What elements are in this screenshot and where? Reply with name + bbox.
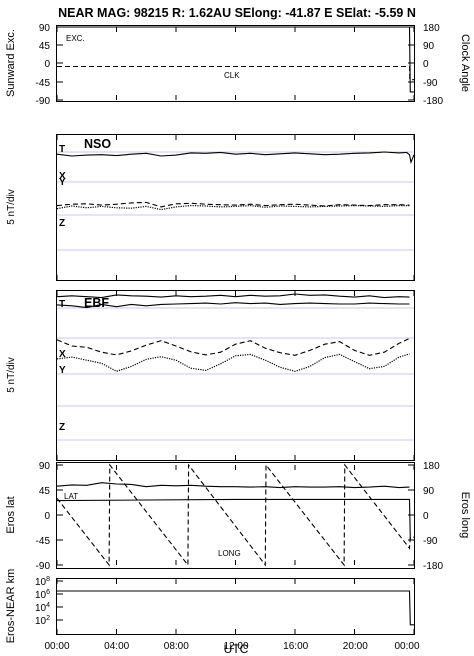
sunward-ytick-left: 90: [39, 23, 51, 34]
xtick-label: 08:00: [164, 641, 189, 652]
sunward-ticks: [57, 26, 414, 101]
distance-ticks: [57, 580, 63, 621]
nso-trace-label-y: Y: [59, 177, 66, 188]
xtick-label: 16:00: [283, 641, 308, 652]
eros-ylabel-right: Eros long: [459, 492, 471, 538]
distance-ytick: 106: [35, 589, 50, 601]
sunward-ytick-left: 45: [39, 41, 51, 52]
clk-annotation: CLK: [224, 71, 240, 80]
figure-title: NEAR MAG: 98215 R: 1.62AU SElong: -41.87…: [58, 6, 416, 20]
nso-series-x: [56, 201, 410, 208]
ebf-trace-label-x: X: [59, 349, 66, 360]
distance-ytick: 108: [35, 576, 50, 588]
series-layer: [56, 26, 415, 626]
eros-ytick-right: 0: [423, 511, 429, 522]
ebf-series-t: [56, 302, 410, 309]
nso-ylabel: 5 nT/div: [6, 189, 17, 225]
distance-ytick-exponent: 2: [46, 615, 50, 622]
ebf-trace-label-t: T: [59, 299, 65, 310]
xtick-label: 20:00: [343, 641, 368, 652]
distance-ylabel: Eros-NEAR km: [5, 569, 17, 644]
nso-trace-label-z: Z: [59, 218, 65, 229]
ebf-panel-frame: [56, 290, 415, 461]
sunward-ytick-left: 0: [44, 59, 50, 70]
sunward-series-exc.: [57, 26, 414, 93]
lat-annotation: LAT: [64, 492, 78, 501]
ebf-series-y: [56, 353, 410, 372]
sunward-ylabel-right: Clock Angle: [459, 34, 471, 92]
distance-ytick: 102: [35, 615, 50, 627]
eros-ytick-right: -180: [423, 561, 443, 572]
ebf-trace-label-z: Z: [59, 422, 65, 433]
sunward-ytick-left: -45: [36, 78, 51, 89]
sunward-ytick-right: 0: [423, 59, 429, 70]
ebf-trace-label-y: Y: [59, 365, 66, 376]
nso-series-y: [56, 204, 410, 211]
eros-ytick-left: -90: [36, 561, 51, 572]
panel-gridlines: [57, 151, 414, 441]
xtick-label: 00:00: [394, 641, 419, 652]
distance-ytick-exponent: 8: [46, 576, 50, 583]
eros-ytick-right: 180: [423, 461, 440, 472]
sunward-ytick-right: -90: [423, 78, 438, 89]
sunward-ytick-right: 180: [423, 23, 440, 34]
eros-series-long: [56, 463, 414, 567]
eros-ytick-right: 90: [423, 486, 435, 497]
nso-panel-frame: [56, 134, 415, 281]
nso-series-t: [56, 151, 415, 165]
eros-ytick-right: -90: [423, 536, 438, 547]
eros-ylabel-left: Eros lat: [5, 496, 17, 533]
ebf-series-z: [56, 482, 410, 489]
exc-annotation: EXC.: [66, 34, 85, 43]
sunward-series-clk: [57, 65, 414, 81]
eros-ytick-left: 90: [39, 461, 51, 472]
xtick-label: 12:00: [223, 641, 248, 652]
x-axis-label: UTC: [224, 642, 249, 656]
xtick-label: 04:00: [104, 641, 129, 652]
nso-series-z: [56, 293, 410, 299]
ebf-ylabel: 5 nT/div: [6, 357, 17, 393]
sunward-ytick-right: -180: [423, 96, 443, 107]
nso-trace-label-x: X: [59, 171, 66, 182]
long-annotation: LONG: [218, 549, 241, 558]
xtick-label: 00:00: [44, 641, 69, 652]
distance-ytick-exponent: 4: [46, 602, 50, 609]
ebf-series-x: [56, 337, 410, 356]
sunward-ytick-left: -90: [36, 96, 51, 107]
sunward-ylabel-left: Sunward Exc.: [5, 29, 17, 97]
eros-ytick-left: 0: [44, 511, 50, 522]
distance-panel-frame: [56, 578, 415, 635]
eros-series-lat: [56, 498, 414, 541]
nso-panel-label: NSO: [84, 137, 111, 151]
eros-ytick-left: -45: [36, 536, 51, 547]
distance-series-distance: [57, 590, 414, 626]
distance-ytick: 104: [35, 602, 50, 614]
distance-ytick-exponent: 6: [46, 589, 50, 596]
eros-panel-frame: [56, 462, 415, 569]
x-axis-ticks: [56, 27, 415, 634]
nso-trace-label-t: T: [59, 144, 65, 155]
eros-ytick-left: 45: [39, 486, 51, 497]
sunward-ytick-right: 90: [423, 41, 435, 52]
sunward-panel-frame: [56, 25, 415, 102]
